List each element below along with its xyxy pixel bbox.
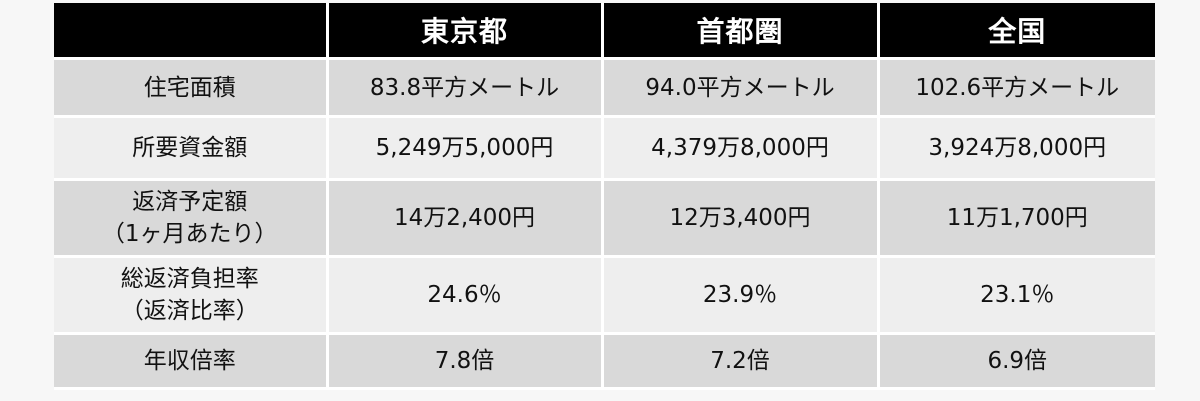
cell-nationwide: 3,924万8,000円	[878, 116, 1155, 181]
cell-capital-region: 94.0平方メートル	[602, 58, 880, 118]
housing-comparison-table: 東京都 首都圏 全国 住宅面積 83.8平方メートル 94.0平方メートル 10…	[54, 3, 1155, 390]
cell-capital-region: 7.2倍	[602, 333, 880, 390]
row-label-line: 所要資金額	[132, 135, 248, 161]
cell-capital-region: 12万3,400円	[602, 179, 880, 258]
row-label-line: （返済比率）	[120, 298, 259, 324]
row-label: 年収倍率	[54, 333, 329, 390]
cell-nationwide: 11万1,700円	[878, 179, 1155, 258]
cell-nationwide: 23.1％	[878, 256, 1155, 335]
header-tokyo: 東京都	[327, 3, 604, 60]
cell-tokyo: 5,249万5,000円	[327, 116, 604, 181]
row-label-line: 住宅面積	[143, 74, 236, 101]
table-row-repayment-burden: 総返済負担率 （返済比率） 24.6％ 23.9％ 23.1％	[54, 256, 1155, 335]
header-nationwide: 全国	[878, 3, 1155, 60]
cell-tokyo: 14万2,400円	[327, 179, 604, 258]
cell-tokyo: 24.6％	[327, 256, 604, 335]
row-label: 返済予定額 （1ヶ月あたり）	[54, 179, 329, 258]
row-label-line: （1ヶ月あたり）	[101, 221, 278, 247]
row-label-line: 年収倍率	[143, 348, 236, 374]
row-label-line: 返済予定額	[132, 189, 248, 215]
header-row: 東京都 首都圏 全国	[54, 3, 1155, 60]
table-row-required-funds: 所要資金額 5,249万5,000円 4,379万8,000円 3,924万8,…	[54, 116, 1155, 181]
row-label: 住宅面積	[54, 58, 329, 118]
cell-tokyo: 7.8倍	[327, 333, 604, 390]
table-row-income-multiple: 年収倍率 7.8倍 7.2倍 6.9倍	[54, 333, 1155, 390]
row-label: 総返済負担率 （返済比率）	[54, 256, 329, 335]
header-corner-cell	[54, 3, 329, 60]
cell-capital-region: 23.9％	[602, 256, 880, 335]
cell-capital-region: 4,379万8,000円	[602, 116, 880, 181]
row-label-line: 総返済負担率	[120, 266, 259, 292]
header-capital-region: 首都圏	[602, 3, 880, 60]
table-row-housing-area: 住宅面積 83.8平方メートル 94.0平方メートル 102.6平方メートル	[54, 58, 1155, 118]
cell-tokyo: 83.8平方メートル	[327, 58, 604, 118]
row-label: 所要資金額	[54, 116, 329, 181]
table-row-monthly-repayment: 返済予定額 （1ヶ月あたり） 14万2,400円 12万3,400円 11万1,…	[54, 179, 1155, 258]
cell-nationwide: 102.6平方メートル	[878, 58, 1155, 118]
cell-nationwide: 6.9倍	[878, 333, 1155, 390]
